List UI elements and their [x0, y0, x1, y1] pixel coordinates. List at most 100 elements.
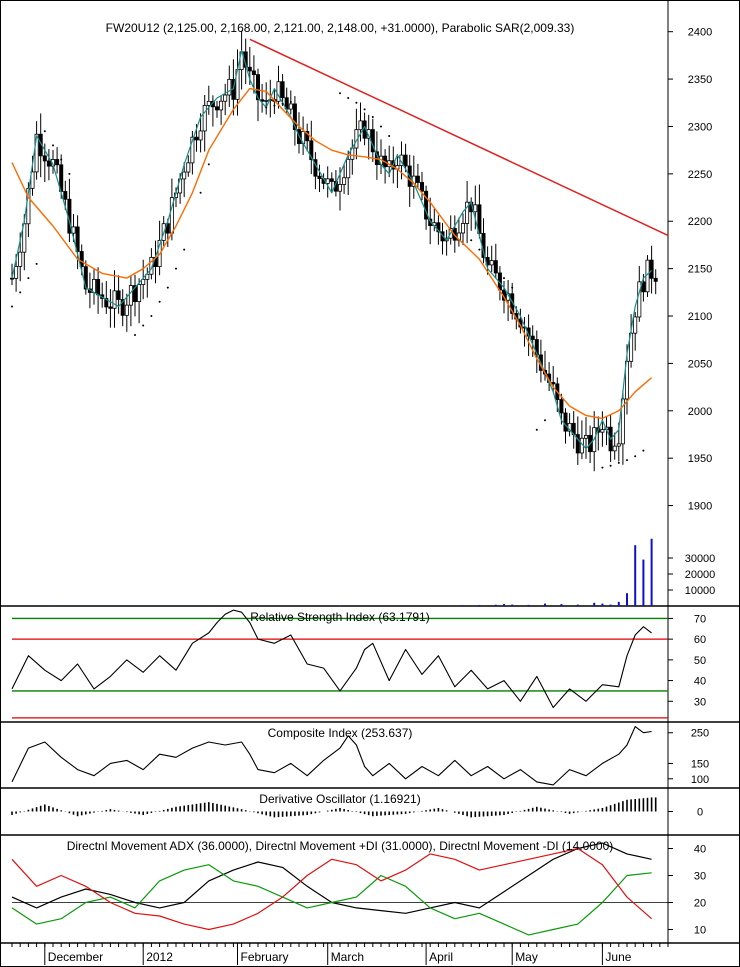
candle-body: [649, 259, 654, 279]
candle-body: [325, 178, 330, 184]
parabolic-sar-dot: [380, 125, 382, 128]
parabolic-sar-dot: [52, 144, 54, 147]
candle-body: [612, 445, 617, 452]
parabolic-sar-dot: [609, 464, 612, 467]
candle-body: [415, 175, 420, 183]
trend-line: [249, 38, 669, 237]
volume-y-tick-label: 30000: [685, 553, 716, 565]
price-y-tick-label: 1950: [688, 453, 712, 465]
candle-body: [633, 316, 638, 334]
parabolic-sar-dot: [486, 258, 489, 261]
price-y-tick-label: 2250: [688, 169, 712, 181]
candle-body: [600, 429, 605, 433]
candle-body: [625, 360, 630, 400]
dmi-panel-title: Directnl Movement ADX (36.0000), Directn…: [67, 839, 614, 853]
volume-y-tick-label: 20000: [685, 569, 716, 581]
candle-body: [342, 177, 347, 185]
parabolic-sar-dot: [273, 104, 276, 107]
candle-body: [42, 155, 47, 162]
x-axis-month-label: May: [515, 950, 538, 964]
rsi-y-tick-label: 40: [694, 676, 706, 688]
short-moving-average-line: [11, 49, 653, 450]
candle-body: [563, 412, 568, 432]
long-moving-average-line: [11, 87, 653, 420]
price-y-tick-label: 2000: [688, 406, 712, 418]
minus-di-line: [11, 847, 652, 931]
x-axis-month-label: April: [429, 950, 453, 964]
candle-body: [190, 136, 195, 164]
candle-body: [436, 222, 441, 233]
parabolic-sar-dot: [207, 163, 210, 166]
candle-body: [489, 260, 494, 266]
candle-body: [460, 223, 465, 234]
price-y-tick-label: 2100: [688, 311, 712, 323]
parabolic-sar-dot: [511, 286, 514, 289]
parabolic-sar-dot: [347, 97, 350, 100]
candle-body: [165, 223, 170, 234]
parabolic-sar-dot: [470, 239, 473, 242]
candle-body: [522, 326, 527, 329]
parabolic-sar-dot: [134, 333, 136, 336]
candle-body: [141, 278, 146, 285]
candle-body: [214, 106, 219, 111]
candle-body: [280, 81, 285, 99]
candle-body: [419, 182, 424, 192]
composite-y-tick-label: 150: [691, 758, 709, 770]
candle-body: [346, 158, 351, 179]
parabolic-sar-dot: [27, 277, 30, 280]
parabolic-sar-dot: [371, 115, 374, 118]
derivative-y-tick-label: 0: [697, 807, 703, 819]
price-y-tick-label: 2350: [688, 74, 712, 86]
rsi-y-tick-label: 60: [694, 634, 706, 646]
candle-body: [120, 299, 125, 316]
parabolic-sar-dot: [35, 262, 38, 265]
candle-body: [276, 81, 281, 102]
candle-body: [92, 278, 97, 293]
x-axis-month-label: February: [241, 950, 289, 964]
candle-body: [14, 266, 19, 279]
candle-body: [530, 335, 535, 340]
candle-body: [46, 160, 51, 167]
parabolic-sar-dot: [199, 191, 202, 194]
candle-body: [34, 133, 39, 173]
composite-y-tick-label: 250: [691, 728, 709, 740]
candle-body: [75, 226, 80, 252]
candle-body: [620, 398, 625, 445]
parabolic-sar-dot: [150, 315, 153, 318]
parabolic-sar-dot: [289, 100, 292, 103]
volume-y-tick-label: 10000: [685, 585, 716, 597]
candle-body: [30, 171, 35, 189]
candle-body: [227, 78, 232, 96]
candle-body: [305, 131, 310, 142]
parabolic-sar-dot: [11, 305, 13, 308]
rsi-y-tick-label: 50: [694, 655, 706, 667]
parabolic-sar-dot: [183, 248, 186, 251]
candle-body: [616, 443, 621, 447]
parabolic-sar-dot: [601, 466, 604, 469]
rsi-line: [11, 609, 652, 709]
candle-body: [255, 74, 260, 101]
candle-body: [337, 184, 342, 192]
rsi-y-tick-label: 30: [694, 696, 706, 708]
candle-body: [403, 154, 408, 167]
candle-body: [575, 434, 580, 454]
candle-body: [584, 435, 589, 439]
candle-body: [559, 399, 564, 414]
candle-body: [551, 382, 556, 385]
candle-body: [358, 120, 363, 131]
parabolic-sar-dot: [535, 428, 538, 431]
candle-body: [186, 162, 191, 173]
parabolic-sar-dot: [68, 172, 71, 175]
candle-body: [317, 175, 322, 179]
price-y-tick-label: 2300: [688, 121, 712, 133]
x-axis-month-label: June: [605, 950, 631, 964]
candle-body: [206, 100, 211, 106]
candle-body: [653, 277, 658, 282]
parabolic-sar-dot: [642, 449, 645, 452]
candle-body: [473, 204, 478, 213]
candle-body: [104, 298, 109, 308]
candle-body: [194, 136, 199, 141]
candle-body: [198, 130, 203, 141]
parabolic-sar-dot: [478, 248, 481, 251]
